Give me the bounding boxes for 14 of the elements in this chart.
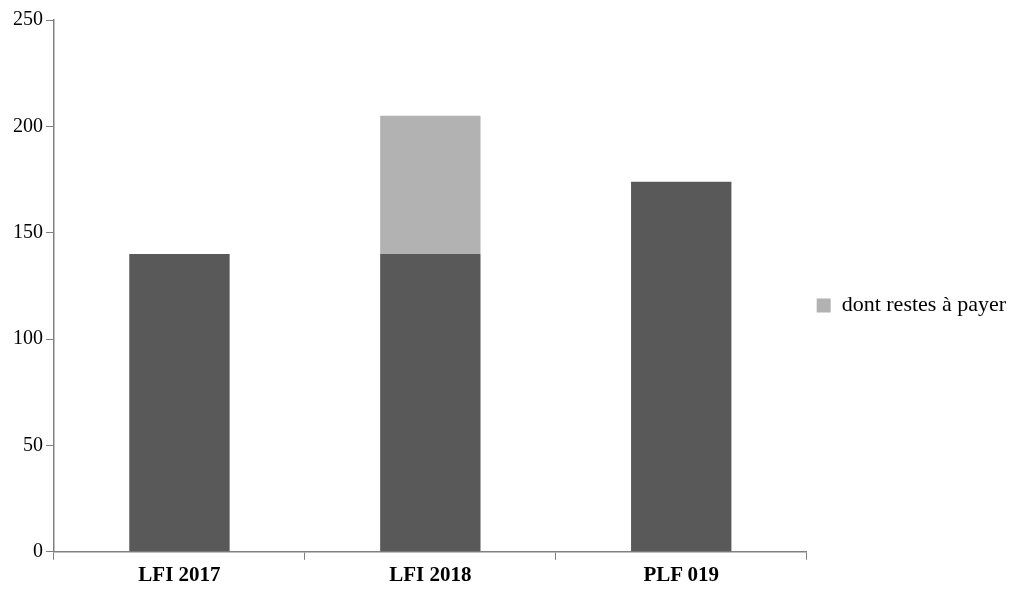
y-tick-label: 0 (33, 539, 43, 562)
x-tick-label: PLF 019 (643, 561, 720, 586)
y-tick-label: 50 (23, 432, 43, 455)
x-tick-label: LFI 2017 (138, 561, 221, 586)
x-tick-label: LFI 2018 (389, 561, 472, 586)
bar (380, 253, 481, 552)
bar (380, 115, 481, 254)
bar (129, 253, 230, 552)
legend-label: dont restes à payer (841, 291, 1007, 317)
y-tick-label: 200 (13, 113, 43, 136)
bar (631, 181, 732, 552)
y-tick-label: 250 (13, 7, 43, 30)
y-tick-label: 100 (13, 326, 43, 349)
y-tick-label: 150 (13, 219, 43, 242)
